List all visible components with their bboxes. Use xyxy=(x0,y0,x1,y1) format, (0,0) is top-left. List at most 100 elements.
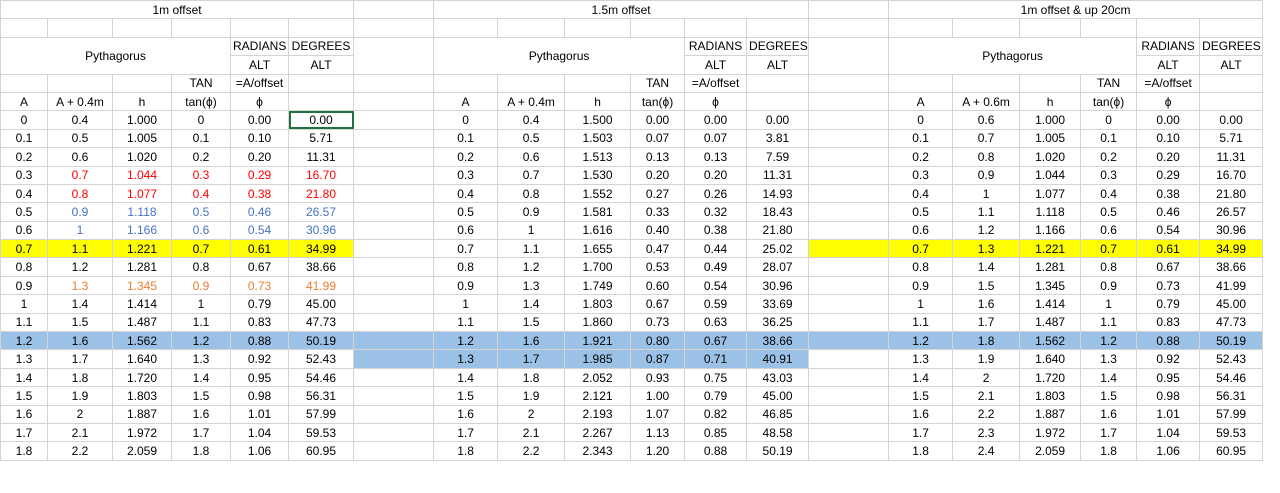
tan-value[interactable]: 0.07 xyxy=(630,128,686,149)
radians-value[interactable]: 0.67 xyxy=(1136,257,1201,277)
radians-value[interactable]: 0.83 xyxy=(1136,312,1201,333)
empty-cell[interactable] xyxy=(808,202,890,222)
h-value[interactable]: 1.803 xyxy=(1019,386,1082,406)
tan-value[interactable]: 1.2 xyxy=(1080,331,1138,351)
a-value[interactable]: 1.4 xyxy=(888,367,954,388)
a-value[interactable]: 0 xyxy=(888,110,954,130)
degrees-value[interactable]: 54.46 xyxy=(1199,367,1264,388)
degrees-value[interactable]: 11.31 xyxy=(1199,147,1264,167)
radians-value[interactable]: 0.85 xyxy=(684,422,748,443)
degrees-value[interactable]: 30.96 xyxy=(287,220,355,241)
degrees-value[interactable]: 11.31 xyxy=(746,165,810,185)
h-value[interactable]: 1.005 xyxy=(112,128,172,149)
h-value[interactable]: 1.281 xyxy=(112,257,172,277)
radians-value[interactable]: 1.06 xyxy=(230,441,289,461)
degrees-value[interactable]: 5.71 xyxy=(287,128,355,149)
col-header-phi[interactable]: ϕ xyxy=(230,91,289,112)
a-plus-value[interactable]: 0.7 xyxy=(47,165,113,185)
h-value[interactable]: 1.562 xyxy=(112,331,172,351)
tan-value[interactable]: 0.53 xyxy=(630,257,686,277)
radians-value[interactable]: 0.54 xyxy=(1136,220,1201,241)
tan-value[interactable]: 1 xyxy=(1080,294,1138,314)
h-value[interactable]: 1.972 xyxy=(112,422,172,443)
empty-cell[interactable] xyxy=(564,73,632,93)
a-plus-value[interactable]: 1.2 xyxy=(952,220,1021,241)
empty-cell[interactable] xyxy=(353,91,435,112)
radians-value[interactable]: 1.04 xyxy=(230,422,289,443)
radians-value[interactable]: 0.71 xyxy=(684,349,748,369)
radians-value[interactable]: 0.38 xyxy=(684,220,748,241)
degrees-value[interactable]: 50.19 xyxy=(1199,331,1264,351)
h-value[interactable]: 1.887 xyxy=(112,404,172,424)
a-value[interactable]: 0 xyxy=(0,110,48,130)
empty-cell[interactable] xyxy=(1019,18,1082,38)
tan-value[interactable]: 0.2 xyxy=(1080,147,1138,167)
a-value[interactable]: 1.8 xyxy=(433,441,499,461)
radians-value[interactable]: 0.32 xyxy=(684,202,748,222)
empty-cell[interactable] xyxy=(353,165,435,185)
radians-value[interactable]: 1.06 xyxy=(1136,441,1201,461)
a-plus-value[interactable]: 2.2 xyxy=(952,404,1021,424)
col-header-h[interactable]: h xyxy=(1019,91,1082,112)
empty-cell[interactable] xyxy=(47,73,113,93)
radians-header[interactable]: RADIANS xyxy=(230,36,289,57)
a-plus-value[interactable]: 1.9 xyxy=(47,386,113,406)
a-value[interactable]: 0.8 xyxy=(433,257,499,277)
radians-value[interactable]: 0.00 xyxy=(230,110,289,130)
a-value[interactable]: 0.9 xyxy=(888,275,954,296)
a-value[interactable]: 0.8 xyxy=(888,257,954,277)
degrees-header[interactable]: DEGREES xyxy=(1199,36,1264,57)
tan-value[interactable]: 1.4 xyxy=(171,367,231,388)
h-value[interactable]: 2.267 xyxy=(564,422,632,443)
degrees-value[interactable]: 7.59 xyxy=(746,147,810,167)
a-plus-value[interactable]: 1.7 xyxy=(497,349,566,369)
empty-cell[interactable] xyxy=(287,73,355,93)
h-value[interactable]: 1.887 xyxy=(1019,404,1082,424)
h-value[interactable]: 1.118 xyxy=(1019,202,1082,222)
empty-cell[interactable] xyxy=(1019,73,1082,93)
radians-alt-label[interactable]: ALT xyxy=(1136,55,1201,75)
a-value[interactable]: 1.1 xyxy=(0,312,48,333)
h-value[interactable]: 1.581 xyxy=(564,202,632,222)
empty-cell[interactable] xyxy=(353,312,435,333)
degrees-value[interactable]: 14.93 xyxy=(746,183,810,204)
h-value[interactable]: 1.749 xyxy=(564,275,632,296)
a-value[interactable]: 0.6 xyxy=(433,220,499,241)
empty-cell[interactable] xyxy=(353,239,435,259)
a-plus-value[interactable]: 2 xyxy=(47,404,113,424)
degrees-alt-label[interactable]: ALT xyxy=(1199,55,1264,75)
tan-value[interactable]: 1.3 xyxy=(171,349,231,369)
formula-label[interactable]: =A/offset xyxy=(684,73,748,93)
empty-cell[interactable] xyxy=(808,128,890,149)
tan-value[interactable]: 0.33 xyxy=(630,202,686,222)
h-value[interactable]: 2.193 xyxy=(564,404,632,424)
a-value[interactable]: 0.7 xyxy=(433,239,499,259)
tan-value[interactable]: 0.80 xyxy=(630,331,686,351)
empty-cell[interactable] xyxy=(564,18,632,38)
radians-value[interactable]: 0.20 xyxy=(1136,147,1201,167)
a-plus-value[interactable]: 1.2 xyxy=(47,257,113,277)
tan-value[interactable]: 0.93 xyxy=(630,367,686,388)
a-value[interactable]: 0.5 xyxy=(433,202,499,222)
radians-value[interactable]: 0.20 xyxy=(684,165,748,185)
radians-value[interactable]: 0.63 xyxy=(684,312,748,333)
a-value[interactable]: 1.6 xyxy=(888,404,954,424)
h-value[interactable]: 1.640 xyxy=(112,349,172,369)
empty-cell[interactable] xyxy=(353,404,435,424)
tan-value[interactable]: 1.3 xyxy=(1080,349,1138,369)
h-value[interactable]: 1.513 xyxy=(564,147,632,167)
radians-value[interactable]: 0.73 xyxy=(1136,275,1201,296)
empty-cell[interactable] xyxy=(353,110,435,130)
degrees-value[interactable]: 21.80 xyxy=(746,220,810,241)
empty-cell[interactable] xyxy=(0,73,48,93)
h-value[interactable]: 1.281 xyxy=(1019,257,1082,277)
a-value[interactable]: 0.4 xyxy=(0,183,48,204)
empty-cell[interactable] xyxy=(287,18,355,38)
a-value[interactable]: 0.1 xyxy=(0,128,48,149)
empty-cell[interactable] xyxy=(808,257,890,277)
degrees-value[interactable]: 26.57 xyxy=(1199,202,1264,222)
formula-label[interactable]: =A/offset xyxy=(230,73,289,93)
empty-cell[interactable] xyxy=(47,18,113,38)
h-value[interactable]: 1.803 xyxy=(112,386,172,406)
degrees-value[interactable]: 38.66 xyxy=(746,331,810,351)
